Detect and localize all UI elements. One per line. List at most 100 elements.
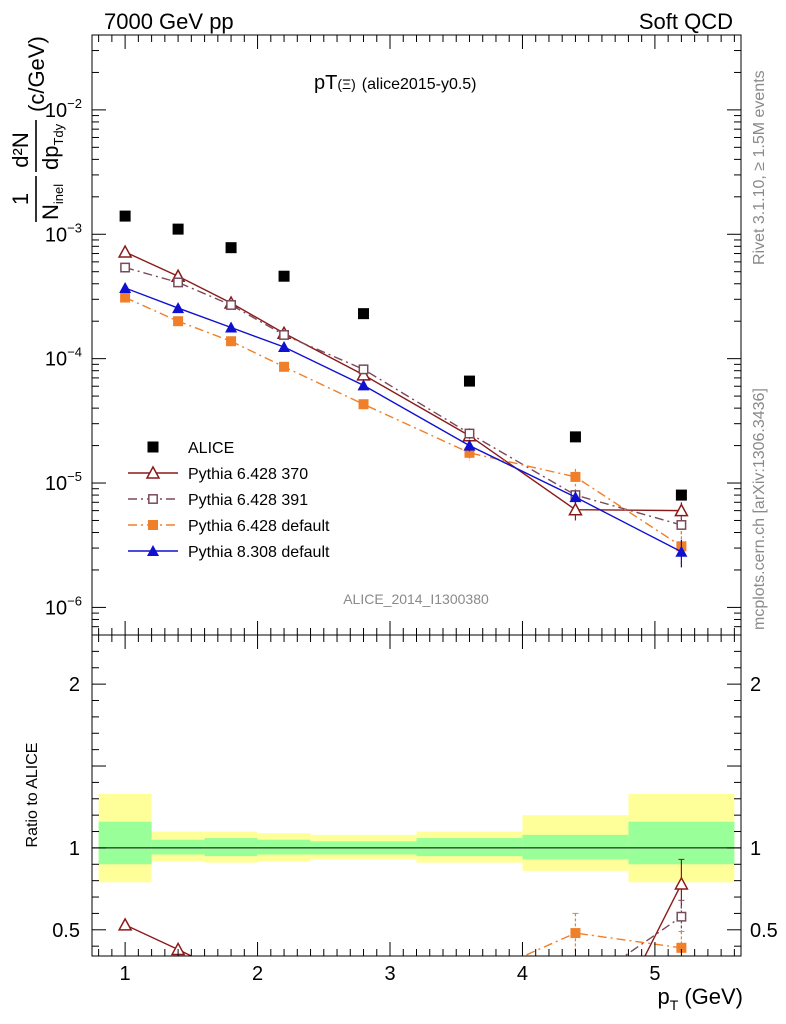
ylabel-frac-num: 1 [8, 193, 33, 205]
y-tick-label: 10−6 [45, 593, 82, 619]
data-point [173, 316, 184, 327]
band-green [522, 834, 629, 860]
ratio-point [676, 911, 687, 922]
x-tick-label: 4 [517, 963, 528, 985]
main-y-tick-labels: 10−610−510−410−310−2 [45, 96, 82, 620]
data-point [568, 502, 583, 516]
plot-title-main: pT [314, 72, 337, 94]
header-category-label: Soft QCD [639, 9, 733, 34]
main-series-layer [117, 210, 689, 568]
band-green [416, 838, 523, 857]
x-tick-label: 1 [120, 963, 131, 985]
band-green [151, 839, 205, 855]
y-tick-label: 10−2 [45, 96, 82, 122]
plot-title-rest: (alice2015-y0.5) [362, 76, 477, 93]
legend-item: Pythia 6.428 370 [128, 465, 308, 483]
data-point [569, 491, 582, 503]
x-axis-label-sub: T [670, 997, 679, 1013]
y-tick-label-base: 10 [45, 349, 67, 371]
y-tick-label-base: 10 [45, 100, 67, 122]
data-point [674, 503, 689, 517]
data-point [278, 270, 290, 282]
data-point [358, 399, 369, 410]
y-tick-label-exp: −3 [67, 220, 82, 235]
data-point [279, 361, 290, 372]
legend-marker [148, 520, 158, 530]
ylabel-deriv-num: d²N [8, 132, 33, 167]
data-point [676, 520, 687, 530]
header-energy-label: 7000 GeV pp [104, 9, 234, 34]
y-tick-label-exp: −6 [67, 593, 82, 608]
x-tick-label: 2 [252, 963, 263, 985]
legend-item: Pythia 6.428 default [128, 518, 330, 535]
x-axis-label: pT (GeV) [658, 984, 744, 1013]
ratio-y-axis-label: Ratio to ALICE [24, 743, 41, 848]
ratio-y-tick-label-right: 1 [750, 838, 761, 860]
legend-item: Pythia 8.308 default [128, 544, 330, 561]
legend-label: Pythia 6.428 391 [188, 492, 308, 509]
ratio-point [674, 876, 689, 890]
series-line [124, 287, 682, 553]
ratio-line [124, 883, 683, 956]
data-point [278, 341, 291, 353]
data-point [358, 308, 370, 320]
ratio-y-tick-label-right: 2 [750, 674, 761, 696]
main-axis-ticks [92, 34, 741, 636]
data-point [173, 277, 184, 288]
data-point [117, 244, 133, 258]
analysis-watermark: ALICE_2014_I1300380 [343, 591, 489, 607]
data-point [570, 471, 581, 482]
band-green [204, 838, 258, 857]
legend-label: Pythia 8.308 default [188, 544, 330, 561]
mcplots-label: mcplots.cern.ch [arXiv:1306.3436] [751, 388, 768, 630]
data-point [225, 321, 238, 333]
legend-item: Pythia 6.428 391 [128, 492, 308, 509]
legend: ALICE Pythia 6.428 370 Pythia 6.428 391 Pyt… [128, 440, 330, 561]
ratio-series-pythia-6-428-370 [117, 858, 689, 956]
ylabel-deriv-den-sub: Tdy [51, 123, 66, 145]
legend-marker [148, 494, 158, 504]
ratio-axis-ticks [92, 635, 741, 956]
main-panel: 10−610−510−410−310−2 pT(Ξ) (alice2015-y0.… [8, 34, 742, 636]
data-point [463, 439, 476, 451]
ratio-line [623, 916, 682, 956]
ylabel-frac-den-main: N [38, 204, 63, 220]
data-point [120, 262, 131, 273]
ratio-y-tick-label-left: 0.5 [52, 920, 80, 942]
data-point [172, 302, 185, 314]
y-tick-label-base: 10 [45, 473, 67, 495]
ratio-series-pythia-6-428-391 [623, 899, 687, 956]
ratio-series-pythia-6-428-default [522, 912, 687, 956]
main-y-axis-label: 1 Ninel d²N dpTdy (c/GeV) [8, 36, 66, 222]
ratio-point [676, 942, 687, 953]
ylabel-frac-den: Ninel [38, 184, 66, 220]
data-point [463, 375, 475, 387]
series-alice [119, 210, 687, 501]
data-point [358, 364, 369, 375]
ylabel-deriv-den: dpTdy [38, 123, 66, 170]
data-point [279, 330, 290, 340]
ratio-panel: 0.5 1 2 0.5 1 2 1 2 3 4 5 Ratio to ALICE pT (GeV) [24, 634, 778, 1013]
x-tick-label: 5 [649, 963, 660, 985]
plot-title-symbol: (Ξ) [337, 76, 355, 92]
data-point [464, 447, 475, 458]
ratio-line [522, 932, 682, 956]
ratio-y-tick-label-left: 2 [69, 674, 80, 696]
data-point [675, 545, 688, 557]
legend-label: Pythia 6.428 370 [188, 466, 308, 483]
ratio-series-layer [117, 858, 689, 956]
ratio-point [570, 928, 581, 939]
data-point [569, 431, 581, 443]
x-axis-label-units: (GeV) [684, 984, 743, 1009]
ratio-y-tick-label-left: 1 [69, 838, 80, 860]
series-pythia-6-428-391 [120, 262, 687, 536]
plot-title: pT(Ξ) (alice2015-y0.5) [314, 72, 477, 94]
data-point [226, 300, 237, 310]
y-tick-label-base: 10 [45, 224, 67, 246]
data-point [226, 336, 237, 347]
ylabel-deriv-den-main: dp [38, 146, 63, 170]
ratio-y-tick-label-right: 0.5 [750, 920, 778, 942]
series-line [124, 251, 682, 512]
ylabel-units: (c/GeV) [24, 36, 49, 112]
